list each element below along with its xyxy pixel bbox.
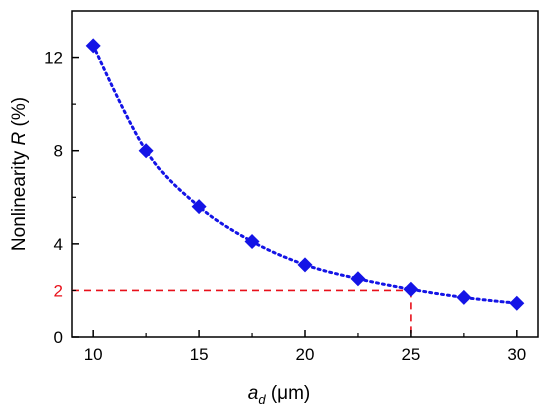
x-axis-title: ad (μm) — [248, 383, 311, 407]
x-axis-unit: (μm) — [266, 383, 311, 404]
series-layer — [85, 38, 525, 311]
data-point-diamond — [403, 281, 419, 297]
data-point-diamond — [297, 257, 313, 273]
y-tick-label: 0 — [54, 328, 63, 347]
data-point-diamond — [456, 289, 472, 305]
y-axis-title: Nonlinearity R (%) — [9, 97, 30, 251]
data-point-diamond — [191, 199, 207, 215]
axis-ticks: 10 15 20 25 30 0 4 8 12 — [44, 49, 526, 364]
data-point-diamond — [85, 38, 101, 54]
data-point-diamond — [509, 295, 525, 311]
data-point-diamond — [244, 234, 260, 250]
y-tick-label: 4 — [54, 235, 63, 254]
plot-frame — [71, 10, 539, 338]
x-tick-label: 30 — [507, 345, 526, 364]
x-tick-label: 10 — [84, 345, 103, 364]
data-point-diamond — [350, 271, 366, 287]
x-axis-base: a — [248, 383, 259, 404]
x-tick-label: 25 — [401, 345, 420, 364]
y-tick-label: 12 — [44, 49, 63, 68]
x-tick-label: 15 — [190, 345, 209, 364]
data-point-diamond — [138, 143, 154, 159]
y-axis-symbol: R — [9, 131, 30, 145]
y-axis-prefix: Nonlinearity — [9, 145, 30, 251]
plot-area — [71, 10, 539, 338]
reference-guides: 2 — [54, 281, 412, 337]
x-tick-label: 20 — [296, 345, 315, 364]
y-tick-label: 8 — [54, 142, 63, 161]
y-axis-unit: (%) — [9, 97, 30, 132]
guide-label: 2 — [54, 281, 63, 300]
x-axis-subscript: d — [258, 392, 266, 407]
